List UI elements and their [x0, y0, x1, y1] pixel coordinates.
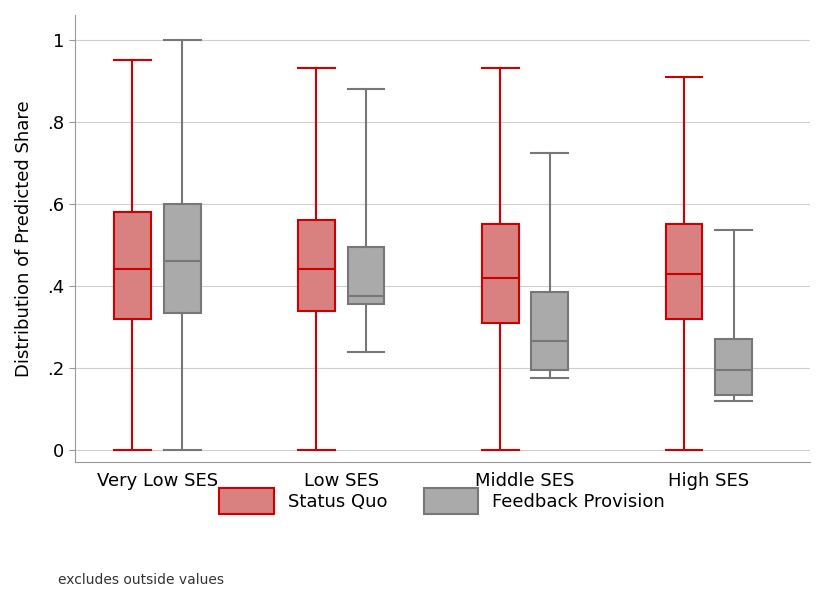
Bar	[531, 292, 568, 370]
Text: excludes outside values: excludes outside values	[58, 573, 224, 587]
Bar	[347, 247, 384, 304]
Bar	[482, 224, 519, 323]
Legend: Status Quo, Feedback Provision: Status Quo, Feedback Provision	[210, 479, 674, 523]
Bar	[163, 204, 200, 313]
Bar	[114, 212, 151, 319]
Bar	[715, 339, 752, 395]
Y-axis label: Distribution of Predicted Share: Distribution of Predicted Share	[15, 100, 33, 377]
Bar	[298, 220, 335, 311]
Bar	[666, 224, 702, 319]
